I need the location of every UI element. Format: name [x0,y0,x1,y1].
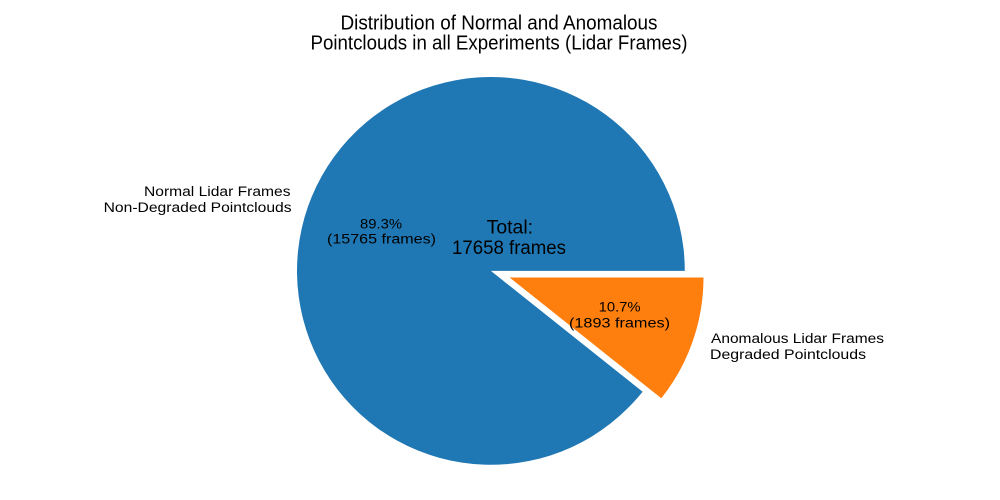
svg-text:Non-Degraded Pointclouds: Non-Degraded Pointclouds [104,200,292,215]
svg-text:10.7%: 10.7% [599,300,641,315]
svg-text:Anomalous Lidar Frames: Anomalous Lidar Frames [711,331,884,346]
svg-text:Normal Lidar Frames: Normal Lidar Frames [144,184,291,199]
svg-text:Distribution of Normal and Ano: Distribution of Normal and Anomalous [341,13,658,35]
svg-text:(15765 frames): (15765 frames) [327,232,436,247]
svg-text:89.3%: 89.3% [360,217,402,232]
svg-text:Total:: Total: [487,217,533,238]
svg-text:Degraded Pointclouds: Degraded Pointclouds [710,347,866,362]
svg-text:Pointclouds in all Experiments: Pointclouds in all Experiments (Lidar Fr… [311,32,688,54]
svg-text:(1893 frames): (1893 frames) [569,315,670,330]
svg-text:17658 frames: 17658 frames [452,238,566,259]
